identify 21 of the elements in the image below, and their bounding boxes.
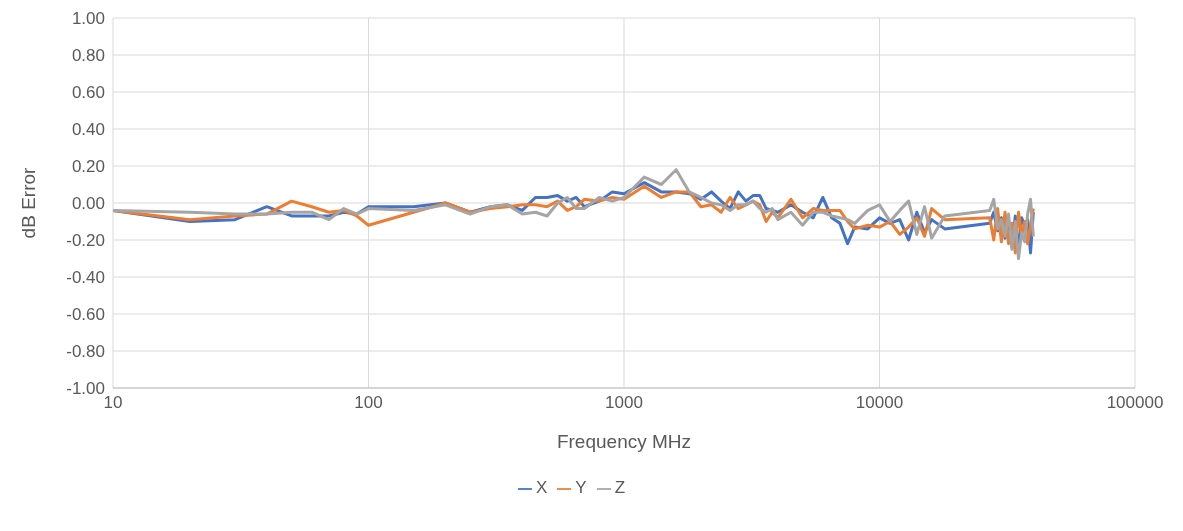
y-tick-label: 1.00 xyxy=(71,9,105,29)
y-tick-label: -0.80 xyxy=(66,342,105,362)
y-tick-label: 0.20 xyxy=(71,157,105,177)
y-tick-label: 0.40 xyxy=(71,120,105,140)
y-axis-title: dB Error xyxy=(17,166,39,239)
x-tick-label: 10000 xyxy=(855,393,904,413)
y-tick-label: -0.20 xyxy=(66,231,105,251)
y-tick-label: 0.60 xyxy=(71,83,105,103)
y-tick-label: 0.80 xyxy=(71,46,105,66)
x-tick-label: 100000 xyxy=(1106,393,1164,413)
legend-label: Z xyxy=(614,478,626,497)
x-axis-title: Frequency MHz xyxy=(556,431,692,452)
y-tick-label: -0.40 xyxy=(66,268,105,288)
x-tick-label: 1000 xyxy=(605,393,643,413)
x-tick-label: 10 xyxy=(103,393,123,413)
legend-label: Y xyxy=(575,478,587,497)
legend-label: X xyxy=(535,478,548,497)
y-tick-label: -0.60 xyxy=(66,305,105,325)
y-tick-label: 0.00 xyxy=(71,194,105,214)
x-tick-label: 100 xyxy=(354,393,383,413)
y-tick-label: -1.00 xyxy=(66,379,105,399)
